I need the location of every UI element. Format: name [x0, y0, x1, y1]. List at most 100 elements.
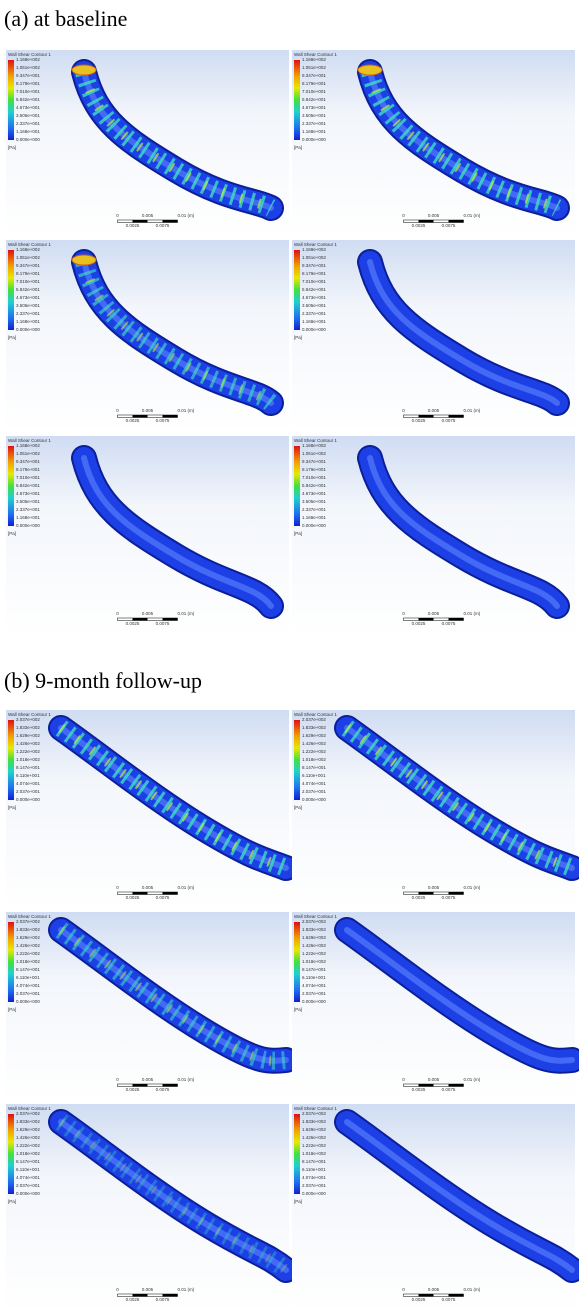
inlet: [358, 65, 382, 75]
scale-label: 0.0025: [412, 1297, 426, 1302]
legend-value: 2.337e+001: [302, 311, 326, 316]
legend-value: 5.842e+001: [302, 97, 326, 102]
scale-label: 0.0075: [156, 621, 170, 626]
legend-value: 5.842e+001: [302, 483, 326, 488]
legend-value: 1.426e+002: [302, 943, 326, 948]
legend-value: 5.842e+001: [16, 483, 40, 488]
legend-value: 4.074e+001: [302, 781, 326, 786]
legend-bar: [294, 446, 300, 526]
scale-label: 0.0025: [126, 418, 140, 423]
legend-value: 1.426e+002: [302, 1135, 326, 1140]
scale-label: 0.01 (m): [178, 1287, 195, 1292]
scale-bar: [163, 1294, 178, 1297]
legend-bar: [294, 922, 300, 1002]
legend-value: 0.000e+000: [16, 137, 40, 142]
legend-value: 1.426e+002: [302, 741, 326, 746]
legend-value: 2.337e+001: [302, 121, 326, 126]
legend-value: 2.037e+002: [302, 717, 326, 722]
legend-value: 7.010e+001: [302, 89, 326, 94]
panel: Wall Shear Contour 11.168e+0021.051e+002…: [292, 240, 575, 433]
legend-value: 1.168e+002: [302, 247, 326, 252]
scale-label: 0.0075: [156, 223, 170, 228]
scale-label: 0.0025: [126, 223, 140, 228]
scale-bar: [449, 1084, 464, 1087]
scale-bar: [163, 415, 178, 418]
legend-value: 2.037e+001: [302, 1183, 326, 1188]
legend-value: 4.074e+001: [16, 1175, 40, 1180]
legend-value: 2.337e+001: [16, 507, 40, 512]
legend-value: 5.842e+001: [16, 287, 40, 292]
legend-value: 2.037e+002: [16, 1111, 40, 1116]
legend-value: 7.010e+001: [16, 89, 40, 94]
panel-bg: [6, 710, 289, 910]
scale-label: 0.0025: [412, 1087, 426, 1092]
scale-bar: [163, 1084, 178, 1087]
legend-value: 2.037e+001: [16, 1183, 40, 1188]
scale-bar: [133, 892, 148, 895]
legend-value: 1.018e+002: [302, 959, 326, 964]
legend-value: 0.000e+000: [16, 797, 40, 802]
legend-value: 0.000e+000: [16, 1191, 40, 1196]
scale-label: 0.0025: [126, 621, 140, 626]
scale-label: 0.0025: [412, 418, 426, 423]
legend-value: 1.426e+002: [16, 741, 40, 746]
scale-bar: [163, 618, 178, 621]
legend-value: 1.222e+002: [16, 951, 40, 956]
legend-value: 4.673e+001: [16, 295, 40, 300]
scale-bar: [419, 220, 434, 223]
legend-value: 8.179e+001: [302, 271, 326, 276]
scale-label: 0.01 (m): [178, 611, 195, 616]
legend-value: 6.110e+001: [16, 975, 40, 980]
scale-bar: [163, 892, 178, 895]
panel: Wall Shear Contour 12.037e+0021.833e+002…: [6, 912, 289, 1102]
legend-value: 2.037e+001: [16, 789, 40, 794]
scale-label: 0.005: [142, 408, 154, 413]
legend-value: 1.222e+002: [16, 749, 40, 754]
legend-bar: [8, 922, 14, 1002]
legend-value: 1.168e+002: [16, 247, 40, 252]
legend-value: 8.179e+001: [16, 271, 40, 276]
legend-value: 1.833e+002: [302, 725, 326, 730]
legend-value: 0.000e+000: [16, 327, 40, 332]
scale-bar: [133, 1084, 148, 1087]
panel-bg: [292, 710, 575, 910]
legend-value: 3.505e+001: [16, 113, 40, 118]
legend-value: 9.347e+001: [16, 459, 40, 464]
legend-value: 1.629e+002: [16, 935, 40, 940]
legend-value: 1.051e+002: [16, 65, 40, 70]
legend-value: 0.000e+000: [302, 797, 326, 802]
legend-value: 0.000e+000: [302, 137, 326, 142]
panel: Wall Shear Contour 12.037e+0021.833e+002…: [6, 1104, 289, 1312]
legend-value: 1.629e+002: [302, 1127, 326, 1132]
legend-value: 9.347e+001: [16, 73, 40, 78]
legend-value: 1.833e+002: [16, 1119, 40, 1124]
scale-bar: [133, 415, 148, 418]
section-label: (a) at baseline: [4, 6, 127, 31]
scale-label: 0.005: [428, 1287, 440, 1292]
scale-label: 0.005: [142, 611, 154, 616]
legend-unit: [Pa]: [8, 1199, 16, 1204]
scale-bar: [449, 618, 464, 621]
legend-value: 6.110e+001: [16, 1167, 40, 1172]
legend-value: 4.074e+001: [16, 983, 40, 988]
scale-label: 0.0075: [442, 621, 456, 626]
scale-label: 0.005: [428, 213, 440, 218]
scale-bar: [133, 220, 148, 223]
legend-value: 1.018e+002: [302, 1151, 326, 1156]
legend-value: 1.051e+002: [302, 65, 326, 70]
legend-unit: [Pa]: [294, 805, 302, 810]
legend-value: 8.147e+001: [16, 765, 40, 770]
legend-value: 2.037e+001: [302, 789, 326, 794]
scale-label: 0.0025: [126, 895, 140, 900]
legend-value: 9.347e+001: [302, 73, 326, 78]
legend-value: 2.337e+001: [302, 507, 326, 512]
scale-bar: [449, 892, 464, 895]
legend-bar: [294, 720, 300, 800]
legend-value: 1.833e+002: [302, 1119, 326, 1124]
panel: Wall Shear Contour 12.037e+0021.833e+002…: [292, 1104, 575, 1312]
legend-value: 9.347e+001: [302, 263, 326, 268]
legend-value: 8.147e+001: [16, 1159, 40, 1164]
legend-value: 1.833e+002: [16, 725, 40, 730]
legend-value: 1.833e+002: [16, 927, 40, 932]
scale-label: 0.0075: [442, 1297, 456, 1302]
